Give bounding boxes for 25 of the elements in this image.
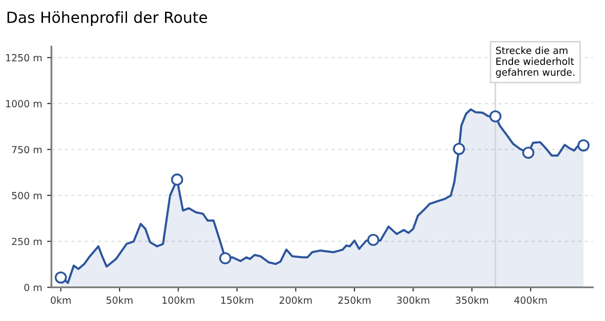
point — [367, 234, 380, 246]
chart-title: Das Höhenprofil der Route — [8, 11, 208, 26]
point — [489, 110, 502, 122]
point — [577, 139, 590, 152]
point — [522, 146, 534, 159]
y-tick-label: 0 m — [24, 284, 42, 292]
x-tick-label: 200km — [280, 296, 312, 304]
x-tick-label: 300km — [397, 296, 430, 304]
y-tick-label: 750 m — [12, 146, 42, 154]
point — [452, 142, 466, 155]
x-tick-label: 50km — [106, 296, 132, 304]
x-tick-label: 250km — [338, 296, 370, 304]
y-tick-label: 1250 m — [6, 54, 42, 62]
x-tick-label: 0km — [50, 296, 71, 304]
point — [54, 272, 67, 284]
x-tick-label: 150km — [221, 296, 254, 304]
x-tick-label: 100km — [162, 296, 194, 304]
y-tick-label: 250 m — [12, 238, 42, 246]
ref-line-label: Strecke die am Ende wiederholt gefahren wurde. — [496, 46, 574, 78]
point — [171, 174, 184, 186]
point — [219, 252, 232, 264]
y-tick-label: 500 m — [12, 192, 42, 200]
x-tick-label: 350km — [456, 296, 488, 304]
y-tick-label: 1000 m — [6, 100, 42, 108]
x-tick-label: 400km — [514, 296, 547, 304]
